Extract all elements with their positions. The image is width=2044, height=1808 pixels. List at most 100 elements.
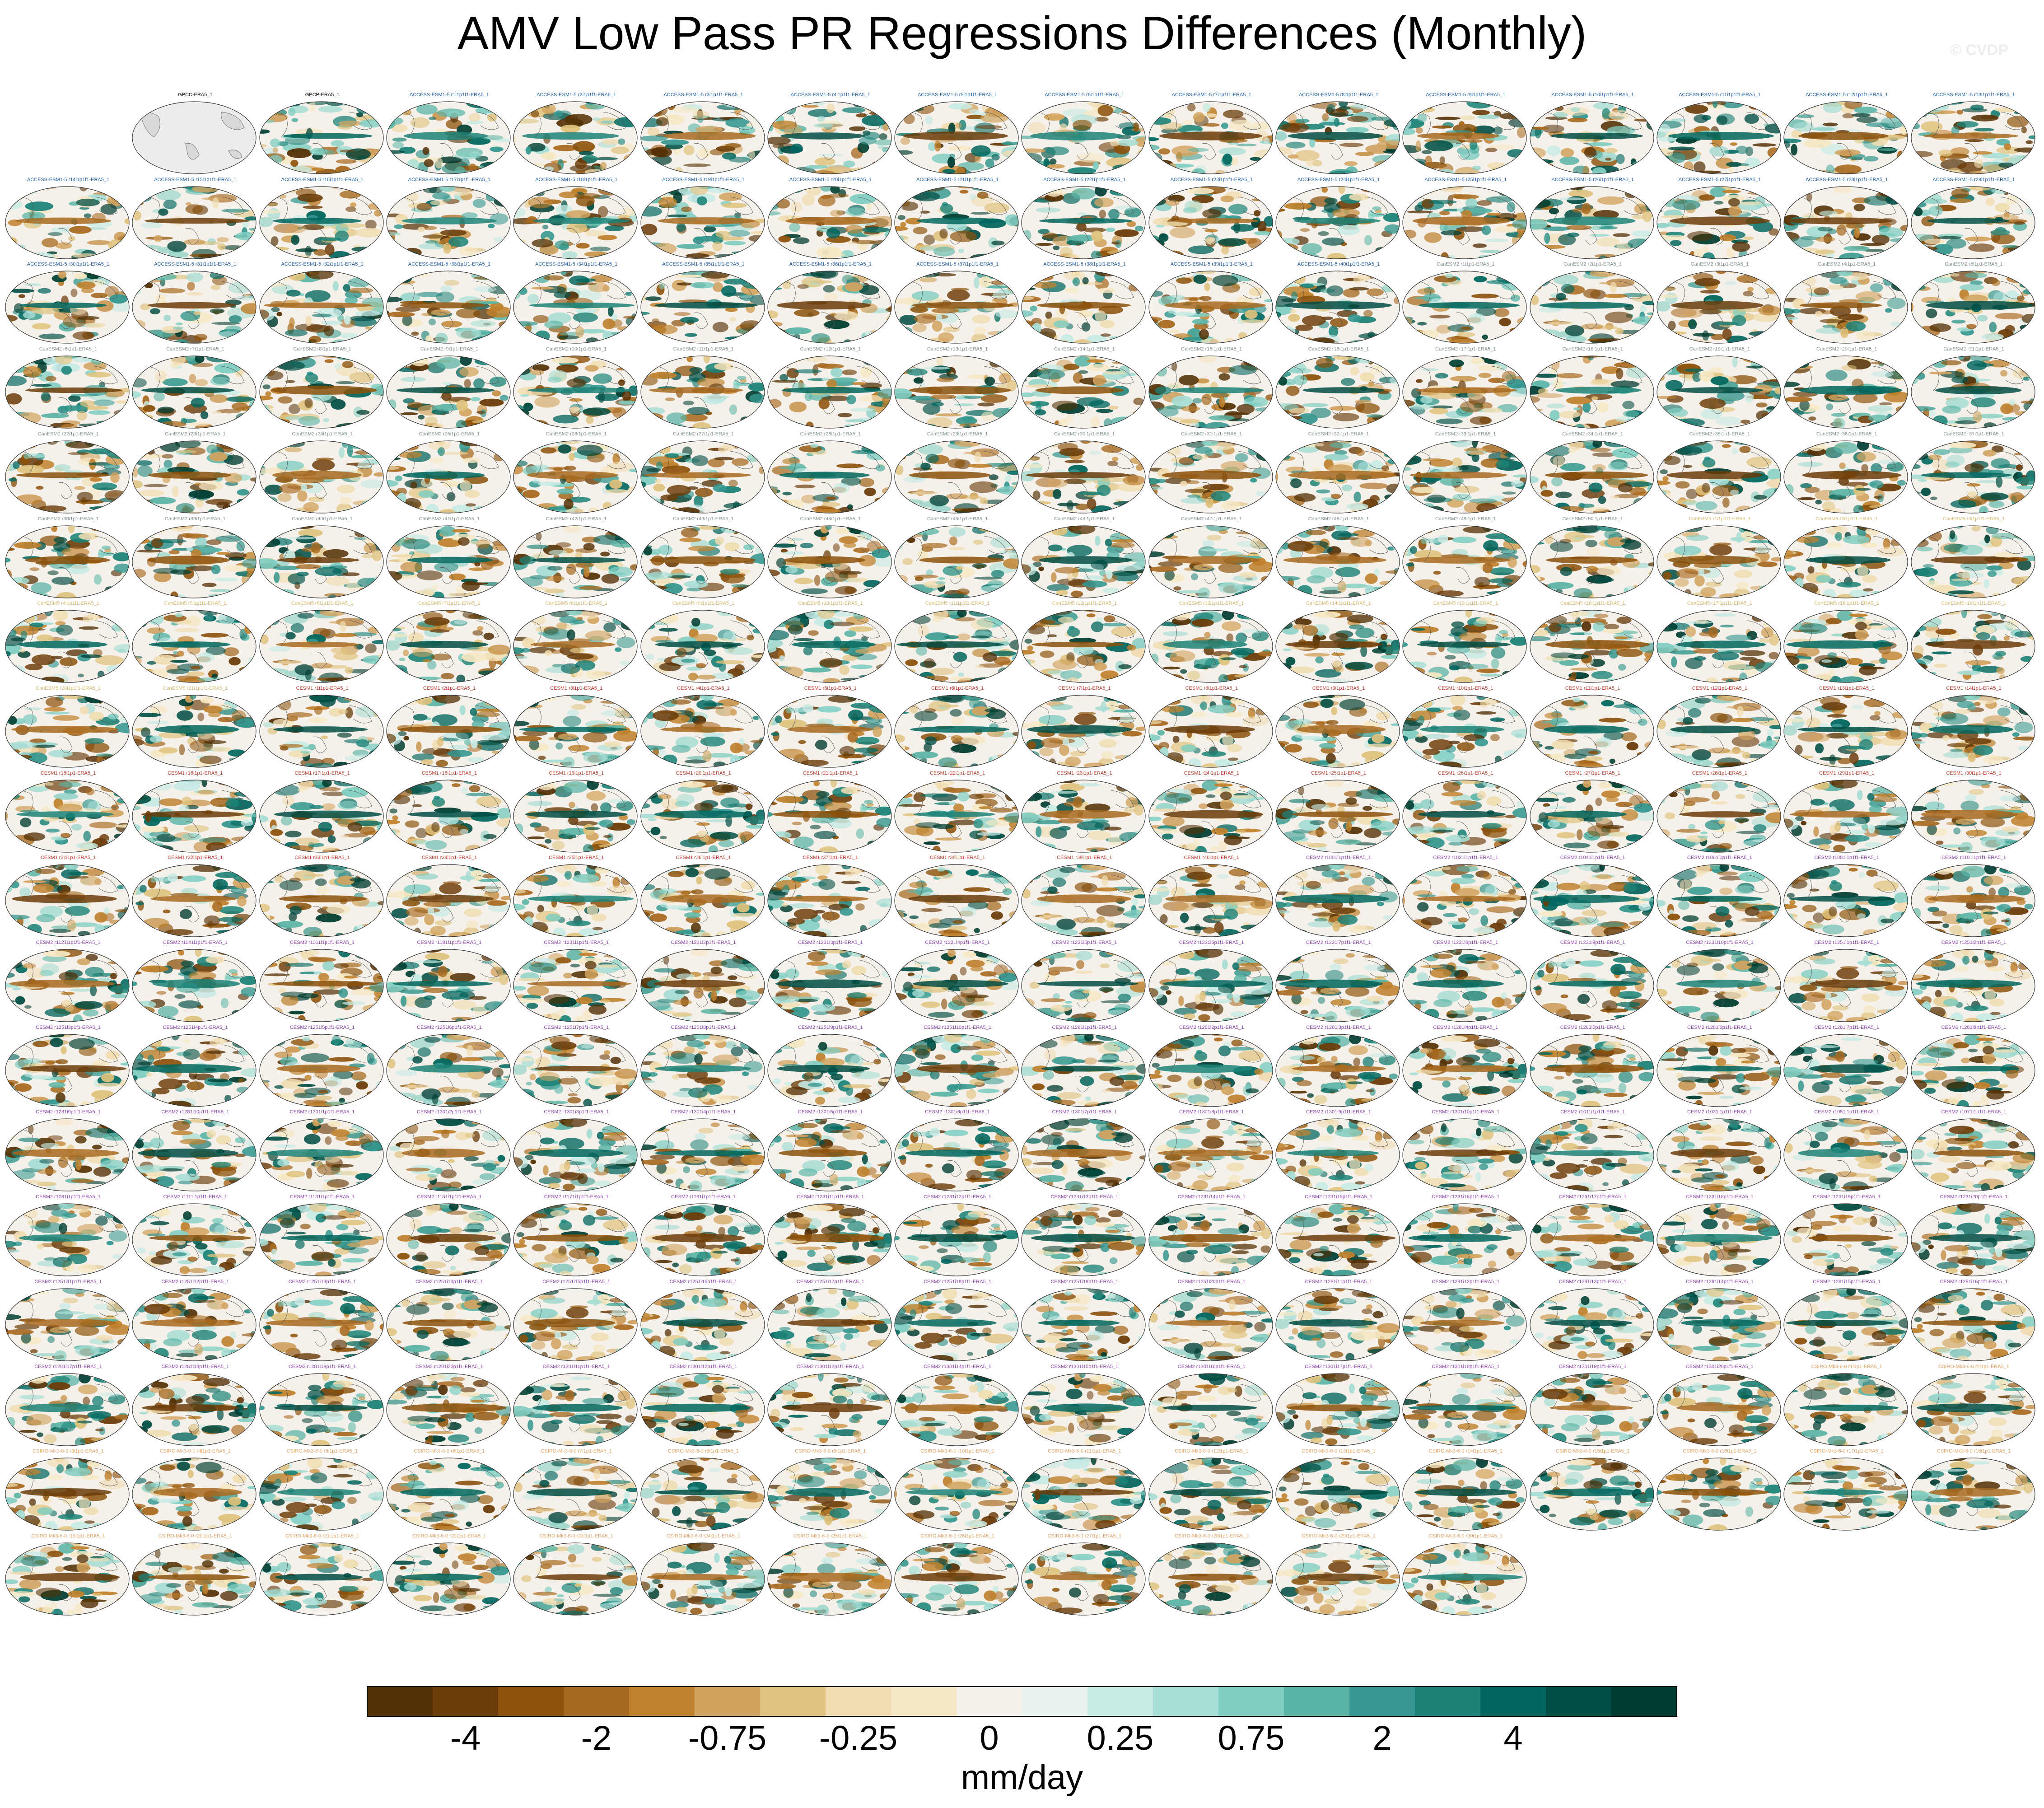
panel-title: CSIRO-Mk3-6-0 r5i1p1-ERA5_1 [259, 1448, 386, 1454]
robinson-map [513, 1542, 638, 1616]
map-panel: CESM2 r1301i12p1f1-ERA5_1 [640, 1364, 767, 1448]
map-panel: CESM2 r1231i12p1f1-ERA5_1 [894, 1194, 1021, 1278]
map-panel: CESM2 r1281i13p1f1-ERA5_1 [1529, 1279, 1657, 1363]
robinson-map [1148, 186, 1273, 259]
map-panel: ACCESS-ESM1-5 r26i1p1f1-ERA5_1 [1529, 177, 1657, 261]
panel-title: CESM2 r1281i16p1f1-ERA5_1 [1910, 1279, 2038, 1285]
map-panel: CESM2 r1251i2p1f1-ERA5_1 [1910, 939, 2038, 1023]
map-panel: CESM2 r1281i17p1f1-ERA5_1 [5, 1364, 132, 1448]
panel-title: CSIRO-Mk3-6-0 r1i1p1-ERA5_1 [1783, 1364, 1910, 1370]
panel-title: ACCESS-ESM1-5 r2i1p1f1-ERA5_1 [513, 92, 640, 98]
robinson-map [513, 864, 638, 937]
panel-title: CanESM2 r1i1p1-ERA5_1 [1402, 261, 1529, 267]
map-panel: ACCESS-ESM1-5 r20i1p1f1-ERA5_1 [767, 177, 894, 261]
map-panel: CESM2 r1281i1p1f1-ERA5_1 [1021, 1024, 1148, 1108]
robinson-map [5, 949, 130, 1022]
panel-title: CanESM5 r15i1p1f1-ERA5_1 [1402, 600, 1529, 607]
panel-title: CanESM2 r6i1p1-ERA5_1 [5, 346, 132, 352]
panel-title: CESM1 r23i1p1-ERA5_1 [1021, 770, 1148, 776]
panel-title: ACCESS-ESM1-5 r21i1p1f1-ERA5_1 [894, 177, 1021, 183]
robinson-map [132, 1118, 257, 1191]
panel-title: CESM1 r4i1p1-ERA5_1 [640, 685, 767, 691]
robinson-map [1529, 1458, 1654, 1531]
panel-title: CESM2 r1231i9p1f1-ERA5_1 [1529, 939, 1657, 946]
map-panel: CESM1 r19i1p1-ERA5_1 [513, 770, 640, 854]
panel-title: CESM2 r1301i19p1f1-ERA5_1 [1529, 1364, 1657, 1370]
panel-title: CanESM2 r38i1p1-ERA5_1 [5, 516, 132, 522]
map-panel: CSIRO-Mk3-6-0 r4i1p1-ERA5_1 [131, 1448, 259, 1532]
robinson-map [640, 355, 765, 429]
map-panel: CESM2 r1301i17p1f1-ERA5_1 [1275, 1364, 1402, 1448]
panel-title: CanESM2 r26i1p1-ERA5_1 [513, 431, 640, 437]
robinson-map [513, 186, 638, 259]
map-panel: CESM2 r1301i15p1f1-ERA5_1 [1021, 1364, 1148, 1448]
panel-title: CESM2 r1301i8p1f1-ERA5_1 [1148, 1109, 1275, 1115]
map-panel: CanESM5 r20i1p1f1-ERA5_1 [5, 685, 132, 769]
map-panel: CanESM2 r43i1p1-ERA5_1 [640, 516, 767, 600]
map-panel: CESM1 r17i1p1-ERA5_1 [259, 770, 386, 854]
panel-title: CSIRO-Mk3-6-0 r26i1p1-ERA5_1 [894, 1533, 1021, 1539]
map-panel: CESM2 r1301i7p1f1-ERA5_1 [1021, 1109, 1148, 1193]
panel-title: CESM2 r1231i2p1f1-ERA5_1 [640, 939, 767, 946]
robinson-map [1275, 186, 1400, 259]
map-panel: CESM2 r1231i5p1f1-ERA5_1 [1021, 939, 1148, 1023]
map-panel: CSIRO-Mk3-6-0 r17i1p1-ERA5_1 [1783, 1448, 1910, 1532]
map-panel: CSIRO-Mk3-6-0 r12i1p1-ERA5_1 [1148, 1448, 1275, 1532]
robinson-map [259, 1458, 384, 1531]
panel-title: CESM2 r1281i11p1f1-ERA5_1 [1275, 1279, 1402, 1285]
panel-title: CanESM2 r42i1p1-ERA5_1 [513, 516, 640, 522]
robinson-map [1402, 1034, 1527, 1107]
robinson-map [1148, 1034, 1273, 1107]
robinson-map [894, 1118, 1019, 1191]
panel-title: ACCESS-ESM1-5 r24i1p1f1-ERA5_1 [1275, 177, 1402, 183]
panel-title: CESM1 r36i1p1-ERA5_1 [640, 855, 767, 861]
robinson-map [1783, 1373, 1908, 1446]
panel-title: ACCESS-ESM1-5 r40i1p1f1-ERA5_1 [1275, 261, 1402, 267]
map-panel: CESM2 r1301i6p1f1-ERA5_1 [894, 1109, 1021, 1193]
map-panel: CESM2 r1301i9p1f1-ERA5_1 [1275, 1109, 1402, 1193]
map-panel: CanESM2 r5i1p1-ERA5_1 [1910, 261, 2038, 345]
robinson-map [1529, 525, 1654, 598]
robinson-map [1275, 610, 1400, 683]
panel-title: ACCESS-ESM1-5 r26i1p1f1-ERA5_1 [1529, 177, 1657, 183]
panel-title: CSIRO-Mk3-6-0 r20i1p1-ERA5_1 [131, 1533, 259, 1539]
robinson-map [386, 695, 511, 768]
map-panel: CSIRO-Mk3-6-0 r26i1p1-ERA5_1 [894, 1533, 1021, 1617]
map-panel: CanESM5 r10i1p1f1-ERA5_1 [767, 600, 894, 684]
robinson-map [1910, 1288, 2035, 1361]
panel-title: CanESM2 r10i1p1-ERA5_1 [513, 346, 640, 352]
robinson-map [259, 525, 384, 598]
panel-title: CESM2 r1301i13p1f1-ERA5_1 [767, 1364, 894, 1370]
robinson-map [894, 779, 1019, 853]
map-panel: CanESM2 r3i1p1-ERA5_1 [1656, 261, 1783, 345]
map-panel: CESM2 r1251i8p1f1-ERA5_1 [640, 1024, 767, 1108]
panel-title: ACCESS-ESM1-5 r33i1p1f1-ERA5_1 [386, 261, 513, 267]
panel-title: CESM1 r25i1p1-ERA5_1 [1275, 770, 1402, 776]
panel-title: ACCESS-ESM1-5 r29i1p1f1-ERA5_1 [1910, 177, 2038, 183]
panel-title: CanESM2 r3i1p1-ERA5_1 [1656, 261, 1783, 267]
panel-title: ACCESS-ESM1-5 r10i1p1f1-ERA5_1 [1529, 92, 1657, 98]
robinson-map [1657, 1203, 1781, 1276]
map-panel: ACCESS-ESM1-5 r28i1p1f1-ERA5_1 [1783, 177, 1910, 261]
map-panel: CESM2 r1251i18p1f1-ERA5_1 [894, 1279, 1021, 1363]
panel-title: CESM2 r1231i14p1f1-ERA5_1 [1148, 1194, 1275, 1200]
map-panel: CESM1 r5i1p1-ERA5_1 [767, 685, 894, 769]
panel-title: CSIRO-Mk3-6-0 r15i1p1-ERA5_1 [1529, 1448, 1657, 1454]
map-panel: CESM1 r7i1p1-ERA5_1 [1021, 685, 1148, 769]
robinson-map [1529, 695, 1654, 768]
robinson-map [640, 271, 765, 344]
robinson-map [1529, 864, 1654, 937]
panel-title: CESM1 r10i1p1-ERA5_1 [1402, 685, 1529, 691]
robinson-map [894, 695, 1019, 768]
map-panel: CESM2 r1191i1p1f1-ERA5_1 [640, 1194, 767, 1278]
panel-title: CESM2 r1251i11p1f1-ERA5_1 [5, 1279, 132, 1285]
robinson-map [1783, 101, 1908, 174]
panel-title: CanESM2 r50i1p1-ERA5_1 [1529, 516, 1657, 522]
robinson-map [1275, 355, 1400, 429]
panel-title: CanESM2 r39i1p1-ERA5_1 [131, 516, 259, 522]
robinson-map [1148, 695, 1273, 768]
map-panel: CanESM5 r18i1p1f1-ERA5_1 [1783, 600, 1910, 684]
map-panel: CanESM2 r40i1p1-ERA5_1 [259, 516, 386, 600]
colorbar-tick-label: -0.25 [813, 1719, 904, 1758]
robinson-map [1021, 949, 1146, 1022]
